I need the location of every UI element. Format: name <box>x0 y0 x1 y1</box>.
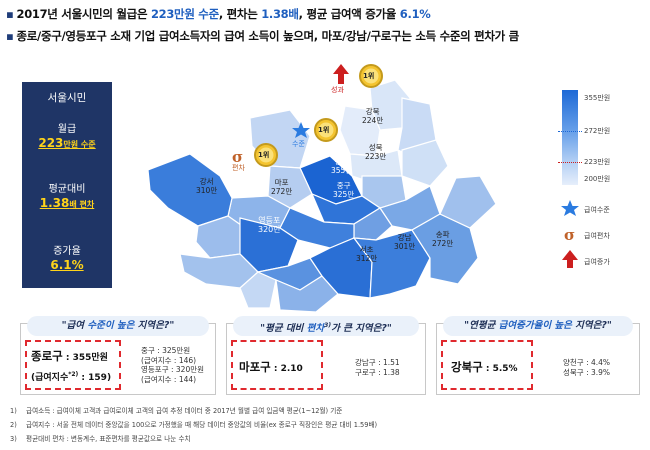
headline-1: ▪ 2017년 서울시민의 월급은 223만원 수준, 편차는 1.38배, 평균… <box>6 7 431 21</box>
district-jungnang <box>401 139 449 187</box>
medal-label: 1위 <box>258 151 270 159</box>
tag-growth: 성과 <box>331 86 344 94</box>
legend-sigma-label: 급여편차 <box>584 232 610 240</box>
panel-title: 서울시민 <box>47 92 87 104</box>
legend-max: 355만원 <box>584 94 611 102</box>
growth-value: 6.1% <box>50 258 84 272</box>
other-districts: 양천구 : 4.4% 성북구 : 3.9% <box>563 358 611 377</box>
district-gangdong <box>439 175 497 229</box>
legend-mid: 272만원 <box>584 127 611 135</box>
highlight-box: 종로구 : 355만원 (급여지수*2) : 159) <box>25 340 121 390</box>
box-deviation: "평균 대비 편차3)가 큰 지역은?" 마포구 : 2.10 강남구 : 1.… <box>226 316 426 395</box>
footnote-2: 2) 급여지수 : 서울 전체 데이터 중앙값을 100으로 가정했을 때 해당 … <box>10 421 378 429</box>
medal-jongno <box>314 118 338 142</box>
sigma-icon: σ <box>564 226 575 244</box>
legend-mid-line <box>558 131 582 132</box>
legend-min: 200만원 <box>584 175 611 183</box>
district-label-yeongdeungpo: 영등포 320만 <box>258 216 281 234</box>
footnote-3: 3) 평균대비 편차 : 변동계수, 표준편차를 평균값으로 나눈 수치 <box>10 435 191 443</box>
other-districts: 중구 : 325만원 (급여지수 : 146) 영등포구 : 320만원 (급여지수 … <box>141 346 205 384</box>
box-growth: "연평균 급여증가율이 높은 지역은?" 강북구 : 5.5% 양천구 : 4.… <box>436 316 640 395</box>
medal-label: 1위 <box>318 126 330 134</box>
highlight-box: 강북구 : 5.5% <box>441 340 533 390</box>
sigma-icon: σ <box>232 148 243 166</box>
district-label-songpa: 송파 272만 <box>432 230 454 248</box>
box-title: "급여 수준이 높은 지역은?" <box>27 316 209 336</box>
legend-star-label: 급여수준 <box>584 206 610 214</box>
star-icon <box>561 200 579 216</box>
medal-gangbuk <box>359 64 383 88</box>
district-label-jung: 중구 325만 <box>333 181 355 199</box>
district-label-gangbuk: 강북 224만 <box>362 107 384 125</box>
box-salary-level: "급여 수준이 높은 지역은?" 종로구 : 355만원 (급여지수*2) : … <box>20 316 216 395</box>
footnote-1: 1) 급여소득 : 급여이체 고객과 급여로이체 고객의 급여 추정 데이터 중 … <box>10 407 343 415</box>
ratio-label: 평균대비 <box>48 184 86 195</box>
highlight-box: 마포구 : 2.10 <box>231 340 323 390</box>
seoul-map: σ <box>147 64 497 313</box>
district-seodaemun <box>267 165 313 209</box>
tag-level: 수준 <box>292 140 305 148</box>
summary-panel: 서울시민 월급 223만원 수준 평균대비 1.38배 편차 증가율 6.1% <box>22 82 112 288</box>
district-gangseo <box>147 153 233 227</box>
district-label-gangseo: 강서 310만 <box>196 177 218 195</box>
district-label-seocho: 서초 312만 <box>356 245 378 263</box>
district-label-mapo: 마포 272만 <box>271 178 293 196</box>
legend-arrow-label: 급여증가 <box>584 258 610 266</box>
bullet-icon: ▪ <box>6 7 14 21</box>
ratio-value: 1.38배 편차 <box>39 196 95 210</box>
bullet-icon: ▪ <box>6 29 14 43</box>
star-icon <box>292 122 310 138</box>
other-districts: 강남구 : 1.51 구로구 : 1.38 <box>355 358 400 377</box>
legend-avg-line <box>558 162 582 163</box>
district-gangnam <box>352 229 431 299</box>
district-label-gangnam: 강남 301만 <box>394 233 416 251</box>
medal-mapo <box>254 143 278 167</box>
legend-gradient <box>562 90 578 185</box>
box-title: "연평균 급여증가율이 높은 지역은?" <box>443 316 633 336</box>
arrow-up-icon <box>562 250 578 268</box>
salary-label: 월급 <box>57 124 77 135</box>
legend-icons: σ <box>561 200 579 268</box>
tag-dev: 편차 <box>232 164 245 172</box>
district-geumcheon <box>239 271 277 309</box>
salary-value: 223만원 수준 <box>38 136 96 150</box>
headline-2: ▪ 종로/중구/영등포구 소재 기업 급여소득자의 급여 소득이 높으며, 마포/… <box>6 29 519 43</box>
district-label-jongno: 종로 355만 <box>331 157 353 175</box>
growth-label: 증가율 <box>53 246 81 257</box>
box-title: "평균 대비 편차3)가 큰 지역은?" <box>233 316 419 336</box>
arrow-up-icon <box>333 64 349 84</box>
medal-label: 1위 <box>363 72 375 80</box>
district-label-seongbuk: 성북 223만 <box>365 143 387 161</box>
legend-avg: 223만원 <box>584 158 611 166</box>
